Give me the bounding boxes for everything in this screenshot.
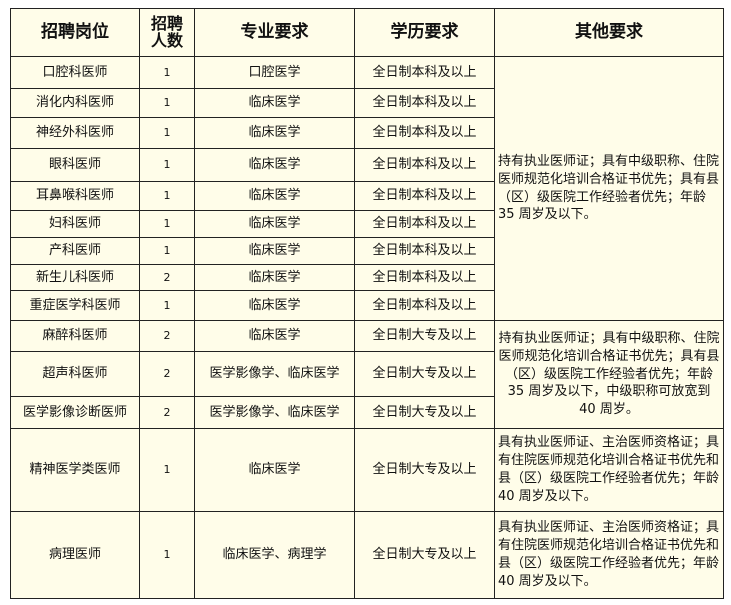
table-row: 产科医师 1 临床医学 全日制本科及以上 bbox=[10, 237, 724, 265]
count-cell: 1 bbox=[139, 237, 195, 265]
education-cell: 全日制本科及以上 bbox=[354, 181, 495, 211]
education-cell: 全日制本科及以上 bbox=[354, 290, 495, 321]
position-cell: 口腔科医师 bbox=[10, 56, 140, 89]
table-row: 精神医学类医师 1 临床医学 全日制大专及以上 具有执业医师证、主治医师资格证；具有住院… bbox=[10, 428, 724, 512]
header-count-text: 招聘人数 bbox=[150, 13, 183, 50]
education-cell: 全日制大专及以上 bbox=[354, 428, 495, 512]
major-cell: 医学影像学、临床医学 bbox=[194, 351, 355, 397]
count-cell: 1 bbox=[139, 88, 195, 118]
table-row: 口腔科医师 1 口腔医学 全日制本科及以上 持有执业医师证；具有中级职称、住院医师规范化… bbox=[10, 56, 724, 321]
count-cell: 2 bbox=[139, 351, 195, 397]
major-cell: 临床医学 bbox=[194, 264, 355, 291]
table-row: 病理医师 1 临床医学、病理学 全日制大专及以上 具有执业医师证、主治医师资格证；具有住… bbox=[10, 511, 724, 599]
count-cell: 1 bbox=[139, 290, 195, 321]
education-cell: 全日制本科及以上 bbox=[354, 56, 495, 89]
other-requirements-cell: 具有执业医师证、主治医师资格证；具有住院医师规范化培训合格证书优先和县（区）级医… bbox=[494, 511, 724, 599]
position-cell: 医学影像诊断医师 bbox=[10, 396, 140, 429]
major-cell: 临床医学 bbox=[194, 210, 355, 238]
position-cell: 新生儿科医师 bbox=[10, 264, 140, 291]
major-cell: 临床医学 bbox=[194, 148, 355, 182]
count-cell: 1 bbox=[139, 181, 195, 211]
position-cell: 神经外科医师 bbox=[10, 117, 140, 149]
count-cell: 1 bbox=[139, 210, 195, 238]
table-row: 神经外科医师 1 临床医学 全日制本科及以上 bbox=[10, 117, 724, 149]
major-cell: 临床医学 bbox=[194, 237, 355, 265]
major-cell: 医学影像学、临床医学 bbox=[194, 396, 355, 429]
position-cell: 精神医学类医师 bbox=[10, 428, 140, 512]
position-cell: 超声科医师 bbox=[10, 351, 140, 397]
position-cell: 耳鼻喉科医师 bbox=[10, 181, 140, 211]
count-cell: 1 bbox=[139, 148, 195, 182]
table-row: 超声科医师 2 医学影像学、临床医学 全日制大专及以上 bbox=[10, 351, 724, 397]
major-cell: 口腔医学 bbox=[194, 56, 355, 89]
major-cell: 临床医学 bbox=[194, 117, 355, 149]
count-cell: 1 bbox=[139, 511, 195, 599]
header-position: 招聘岗位 bbox=[10, 8, 140, 57]
position-cell: 妇科医师 bbox=[10, 210, 140, 238]
major-cell: 临床医学 bbox=[194, 88, 355, 118]
education-cell: 全日制本科及以上 bbox=[354, 264, 495, 291]
position-cell: 病理医师 bbox=[10, 511, 140, 599]
table-row: 重症医学科医师 1 临床医学 全日制本科及以上 bbox=[10, 290, 724, 321]
other-requirements-cell: 具有执业医师证、主治医师资格证；具有住院医师规范化培训合格证书优先和县（区）级医… bbox=[494, 428, 724, 512]
count-cell: 1 bbox=[139, 428, 195, 512]
education-cell: 全日制大专及以上 bbox=[354, 396, 495, 429]
header-row: 招聘岗位 招聘人数 专业要求 学历要求 其他要求 bbox=[10, 8, 724, 57]
table-row: 耳鼻喉科医师 1 临床医学 全日制本科及以上 bbox=[10, 181, 724, 211]
count-cell: 2 bbox=[139, 320, 195, 352]
table-row: 麻醉科医师 2 临床医学 全日制大专及以上 持有执业医师证；具有中级职称、住院医师规范化… bbox=[10, 320, 724, 429]
other-requirements-cell: 持有执业医师证；具有中级职称、住院医师规范化培训合格证书优先；具有县（区）级医院… bbox=[494, 320, 724, 429]
position-cell: 消化内科医师 bbox=[10, 88, 140, 118]
table-row: 眼科医师 1 临床医学 全日制本科及以上 bbox=[10, 148, 724, 182]
education-cell: 全日制大专及以上 bbox=[354, 320, 495, 352]
major-cell: 临床医学、病理学 bbox=[194, 511, 355, 599]
recruitment-table: 招聘岗位 招聘人数 专业要求 学历要求 其他要求 口腔科医师 1 口腔医学 全日制本科… bbox=[10, 8, 724, 599]
other-requirements-cell: 持有执业医师证；具有中级职称、住院医师规范化培训合格证书优先；具有县（区）级医院… bbox=[494, 56, 724, 321]
count-cell: 1 bbox=[139, 117, 195, 149]
header-major: 专业要求 bbox=[194, 8, 355, 57]
table-row: 新生儿科医师 2 临床医学 全日制本科及以上 bbox=[10, 264, 724, 291]
education-cell: 全日制本科及以上 bbox=[354, 88, 495, 118]
education-cell: 全日制本科及以上 bbox=[354, 237, 495, 265]
education-cell: 全日制本科及以上 bbox=[354, 148, 495, 182]
table-row: 妇科医师 1 临床医学 全日制本科及以上 bbox=[10, 210, 724, 238]
position-cell: 重症医学科医师 bbox=[10, 290, 140, 321]
major-cell: 临床医学 bbox=[194, 320, 355, 352]
education-cell: 全日制本科及以上 bbox=[354, 117, 495, 149]
count-cell: 2 bbox=[139, 264, 195, 291]
education-cell: 全日制大专及以上 bbox=[354, 511, 495, 599]
header-education: 学历要求 bbox=[354, 8, 495, 57]
count-cell: 2 bbox=[139, 396, 195, 429]
major-cell: 临床医学 bbox=[194, 181, 355, 211]
education-cell: 全日制大专及以上 bbox=[354, 351, 495, 397]
major-cell: 临床医学 bbox=[194, 428, 355, 512]
count-cell: 1 bbox=[139, 56, 195, 89]
header-count: 招聘人数 bbox=[139, 8, 195, 57]
position-cell: 产科医师 bbox=[10, 237, 140, 265]
position-cell: 眼科医师 bbox=[10, 148, 140, 182]
position-cell: 麻醉科医师 bbox=[10, 320, 140, 352]
major-cell: 临床医学 bbox=[194, 290, 355, 321]
education-cell: 全日制本科及以上 bbox=[354, 210, 495, 238]
header-other: 其他要求 bbox=[494, 8, 724, 57]
